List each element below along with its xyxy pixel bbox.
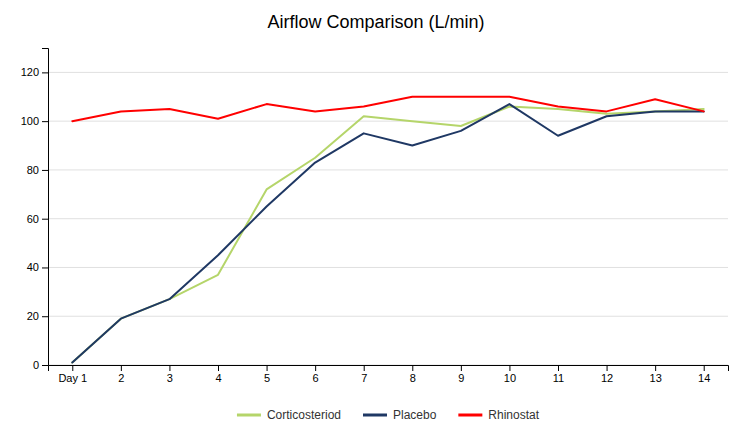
tick-label: 4 — [215, 372, 221, 384]
y-tick: 20 — [27, 310, 48, 322]
tick-mark — [267, 365, 268, 371]
x-tick: 13 — [650, 365, 662, 384]
tick-label: 14 — [698, 372, 710, 384]
tick-label: 12 — [601, 372, 613, 384]
tick-label: 0 — [33, 359, 39, 371]
tick-mark — [169, 365, 170, 371]
tick-mark — [42, 316, 48, 317]
grid-line — [48, 316, 728, 317]
tick-label: 120 — [21, 66, 39, 78]
grid — [48, 72, 728, 365]
title: Airflow Comparison (L/min) — [267, 12, 484, 32]
tick-mark — [42, 219, 48, 220]
lines — [72, 97, 703, 363]
legend-item: Rhinostat — [458, 408, 539, 422]
tick-mark — [412, 365, 413, 371]
tick-label: 2 — [118, 372, 124, 384]
tick-mark — [72, 365, 73, 371]
tick-mark — [558, 365, 559, 371]
series-line — [72, 107, 703, 363]
tick-label: 9 — [458, 372, 464, 384]
x-tick: 5 — [264, 365, 270, 384]
y-tick: 60 — [27, 213, 48, 225]
grid-line — [48, 218, 728, 219]
tick-label: 13 — [650, 372, 662, 384]
tick-label: 100 — [21, 115, 39, 127]
grid-line — [48, 267, 728, 268]
grid-line — [48, 121, 728, 122]
legend-swatch — [237, 414, 261, 417]
x-tick: 3 — [167, 365, 173, 384]
tick-mark — [42, 170, 48, 171]
tick-label: 60 — [27, 213, 39, 225]
plot: Day 1 2 3 4 5 6 7 8 9 10 11 12 13 14 0 20 40 60 80 100 120 — [21, 49, 729, 384]
tick-mark — [121, 365, 122, 371]
legend-label: Rhinostat — [488, 408, 539, 422]
x-tick: 9 — [458, 365, 464, 384]
x-tick: Day 1 — [58, 365, 87, 384]
tick-label: 3 — [167, 372, 173, 384]
series-line — [72, 97, 703, 121]
x-tick: 14 — [698, 365, 710, 384]
tick-label: 20 — [27, 310, 39, 322]
y-tick: 0 — [33, 359, 48, 371]
tick-mark — [364, 365, 365, 371]
tick-mark — [704, 365, 705, 371]
grid-line — [48, 72, 728, 73]
x-tick: 10 — [504, 365, 516, 384]
tick-mark — [509, 365, 510, 371]
tick-mark — [42, 72, 48, 73]
y-tick: 80 — [27, 164, 48, 176]
tick-label: 10 — [504, 372, 516, 384]
x-tick: 7 — [361, 365, 367, 384]
y-tick: 100 — [21, 115, 48, 127]
tick-mark — [42, 267, 48, 268]
y-tick: 40 — [27, 261, 48, 273]
legend-swatch — [458, 414, 482, 417]
legend: Corticosteriod Placebo Rhinostat — [237, 408, 540, 422]
tick-mark — [218, 365, 219, 371]
tick-label: 8 — [410, 372, 416, 384]
tick-label: 11 — [553, 372, 564, 384]
axis-line — [42, 49, 49, 366]
tick-mark — [655, 365, 656, 371]
tick-label: 5 — [264, 372, 270, 384]
legend-item: Placebo — [363, 408, 437, 422]
tick-label: 40 — [27, 261, 39, 273]
tick-mark — [315, 365, 316, 371]
chart: Day 1 2 3 4 5 6 7 8 9 10 11 12 13 14 0 20 40 60 80 100 120 Ai… — [0, 0, 752, 437]
tick-label: 6 — [313, 372, 319, 384]
x-tick: 12 — [601, 365, 613, 384]
x-tick: 6 — [313, 365, 319, 384]
tick-mark — [607, 365, 608, 371]
tick-mark — [42, 365, 48, 366]
tick-mark — [461, 365, 462, 371]
x-tick: 2 — [118, 365, 124, 384]
grid-line — [48, 169, 728, 170]
series-line — [72, 104, 703, 362]
axis-line — [49, 366, 729, 372]
legend-label: Corticosteriod — [267, 408, 341, 422]
y-axis: 0 20 40 60 80 100 120 — [21, 49, 49, 372]
y-tick: 120 — [21, 66, 48, 78]
tick-label: Day 1 — [58, 372, 87, 384]
tick-label: 7 — [361, 372, 367, 384]
x-axis: Day 1 2 3 4 5 6 7 8 9 10 11 12 13 14 — [49, 365, 729, 384]
x-tick: 4 — [215, 365, 221, 384]
tick-mark — [42, 121, 48, 122]
tick-label: 80 — [27, 164, 39, 176]
x-tick: 8 — [410, 365, 416, 384]
legend-label: Placebo — [393, 408, 437, 422]
legend-swatch — [363, 414, 387, 417]
x-tick: 11 — [553, 365, 564, 384]
legend-item: Corticosteriod — [237, 408, 341, 422]
